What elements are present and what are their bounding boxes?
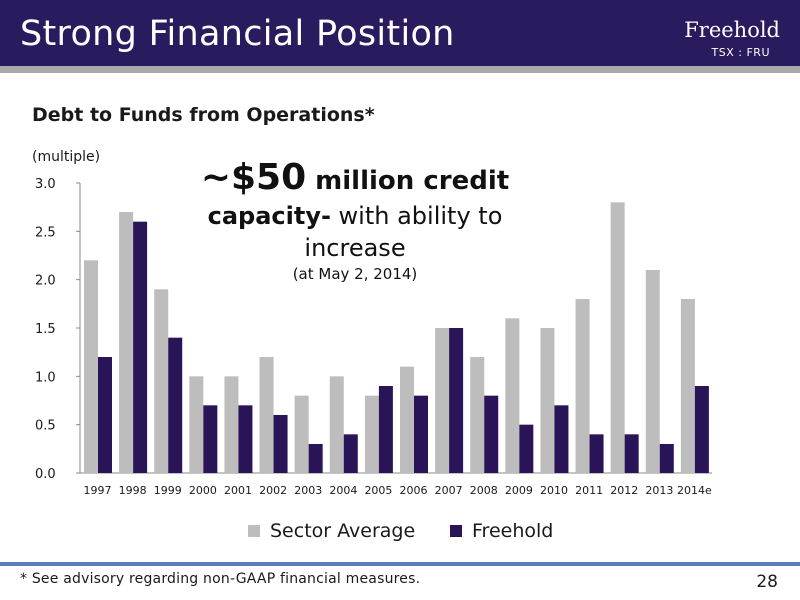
bar-sector-average-2003 bbox=[294, 395, 309, 473]
legend-swatch-freehold bbox=[450, 525, 462, 537]
x-tick-label: 2000 bbox=[189, 484, 217, 497]
bar-sector-average-2011 bbox=[575, 299, 590, 473]
legend-item-freehold: Freehold bbox=[450, 520, 553, 542]
bar-freehold-2008 bbox=[484, 395, 499, 473]
slide-title: Strong Financial Position bbox=[20, 14, 455, 54]
page-number: 28 bbox=[756, 572, 778, 592]
bar-sector-average-2012 bbox=[610, 202, 625, 474]
y-tick-label: 0.5 bbox=[35, 419, 56, 434]
bar-sector-average-1997 bbox=[84, 260, 98, 473]
bar-sector-average-2008 bbox=[470, 357, 485, 473]
bar-freehold-2011 bbox=[589, 434, 604, 473]
slide-header bbox=[0, 0, 800, 66]
legend-swatch-sector-average bbox=[248, 525, 260, 537]
bar-freehold-2006 bbox=[414, 395, 428, 473]
bar-freehold-1997 bbox=[98, 357, 112, 473]
header-stripe bbox=[0, 66, 800, 73]
bar-freehold-2003 bbox=[308, 444, 323, 473]
x-tick-label: 2009 bbox=[505, 484, 533, 497]
legend-label-sector-average: Sector Average bbox=[270, 520, 416, 542]
bar-freehold-1998 bbox=[133, 221, 148, 473]
y-tick-label: 0.0 bbox=[35, 467, 56, 482]
x-tick-label: 2001 bbox=[224, 484, 252, 497]
x-tick-label: 2005 bbox=[364, 484, 392, 497]
x-tick-label: 1998 bbox=[119, 484, 147, 497]
chart-legend: Sector Average Freehold bbox=[0, 520, 800, 546]
x-tick-label: 2006 bbox=[400, 484, 428, 497]
x-tick-label: 1999 bbox=[154, 484, 182, 497]
bar-sector-average-2004 bbox=[329, 376, 344, 473]
bar-sector-average-2000 bbox=[189, 376, 204, 473]
bar-sector-average-1998 bbox=[119, 212, 134, 473]
bar-sector-average-1999 bbox=[154, 289, 169, 473]
legend-item-sector-average: Sector Average bbox=[248, 520, 415, 542]
legend-label-freehold: Freehold bbox=[472, 520, 554, 542]
bar-freehold-2014e bbox=[694, 386, 709, 473]
callout-line2: with ability to bbox=[330, 202, 503, 230]
ticker-label: TSX : FRU bbox=[711, 46, 770, 59]
callout-amount: ~$50 bbox=[200, 157, 307, 198]
bar-freehold-2004 bbox=[343, 434, 358, 473]
x-tick-label: 2011 bbox=[575, 484, 603, 497]
bar-sector-average-2010 bbox=[540, 328, 555, 473]
bar-sector-average-2007 bbox=[435, 328, 450, 473]
callout-line2-bold: capacity- bbox=[207, 202, 331, 230]
bar-freehold-2001 bbox=[238, 405, 253, 473]
x-tick-label: 2008 bbox=[470, 484, 498, 497]
footnote: * See advisory regarding non-GAAP financ… bbox=[20, 571, 421, 587]
x-tick-label: 2010 bbox=[540, 484, 568, 497]
bar-freehold-2002 bbox=[273, 415, 288, 473]
callout-line1: million credit bbox=[306, 166, 510, 196]
x-tick-label: 2014e bbox=[677, 484, 712, 497]
y-tick-label: 3.0 bbox=[35, 177, 56, 192]
units-label: (multiple) bbox=[32, 149, 101, 165]
bar-freehold-2013 bbox=[659, 444, 674, 473]
y-tick-label: 1.0 bbox=[35, 370, 56, 385]
x-tick-label: 2007 bbox=[435, 484, 463, 497]
x-tick-label: 2003 bbox=[294, 484, 322, 497]
callout-line3: increase bbox=[304, 234, 406, 262]
bar-freehold-2007 bbox=[449, 328, 464, 473]
bar-sector-average-2005 bbox=[364, 395, 379, 473]
bar-sector-average-2009 bbox=[505, 318, 520, 473]
credit-capacity-callout: ~$50 million credit capacity- with abili… bbox=[160, 160, 550, 285]
bar-freehold-2009 bbox=[519, 424, 534, 473]
footer-divider bbox=[0, 562, 800, 566]
x-tick-label: 1997 bbox=[84, 484, 112, 497]
x-tick-label: 2002 bbox=[259, 484, 287, 497]
bar-freehold-1999 bbox=[168, 337, 183, 473]
bar-freehold-2000 bbox=[203, 405, 218, 473]
bar-freehold-2005 bbox=[378, 386, 393, 473]
bar-sector-average-2013 bbox=[645, 270, 660, 473]
callout-date: (at May 2, 2014) bbox=[292, 265, 418, 283]
bar-sector-average-2002 bbox=[259, 357, 274, 473]
x-tick-label: 2013 bbox=[645, 484, 673, 497]
bar-sector-average-2001 bbox=[224, 376, 239, 473]
x-tick-label: 2004 bbox=[329, 484, 357, 497]
y-tick-label: 2.5 bbox=[35, 225, 56, 240]
x-tick-label: 2012 bbox=[610, 484, 638, 497]
bar-sector-average-2014e bbox=[680, 299, 695, 473]
bar-freehold-2010 bbox=[554, 405, 569, 473]
bar-sector-average-2006 bbox=[400, 366, 414, 473]
company-logo: Freehold bbox=[684, 18, 780, 42]
y-tick-label: 1.5 bbox=[35, 322, 56, 337]
y-tick-label: 2.0 bbox=[35, 274, 56, 289]
bar-freehold-2012 bbox=[624, 434, 639, 473]
chart-title: Debt to Funds from Operations* bbox=[32, 104, 375, 126]
